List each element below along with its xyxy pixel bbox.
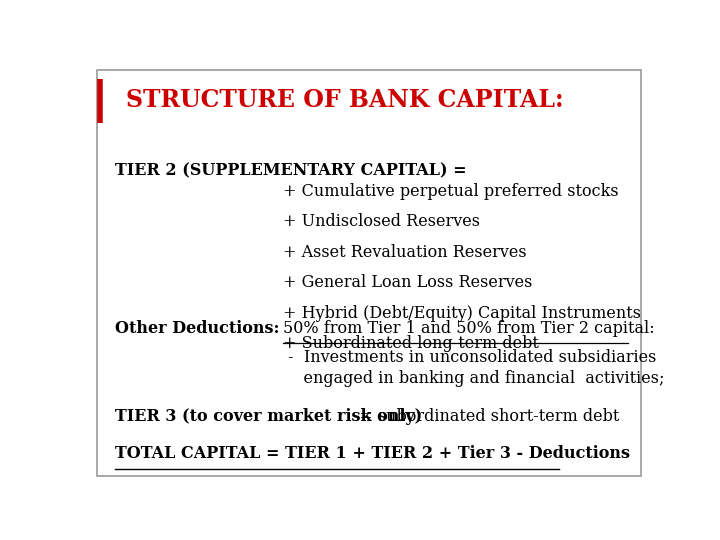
Text: + Subordinated long-term debt: + Subordinated long-term debt xyxy=(282,335,539,352)
Text: TIER 2 (SUPPLEMENTARY CAPITAL) =: TIER 2 (SUPPLEMENTARY CAPITAL) = xyxy=(115,163,467,179)
Text: -  Investments in unconsolidated subsidiaries: - Investments in unconsolidated subsidia… xyxy=(282,349,656,367)
Text: + Hybrid (Debt/Equity) Capital Instruments: + Hybrid (Debt/Equity) Capital Instrumen… xyxy=(282,305,641,321)
Text: + Cumulative perpetual preferred stocks: + Cumulative perpetual preferred stocks xyxy=(282,183,618,200)
Text: TOTAL CAPITAL = TIER 1 + TIER 2 + Tier 3 - Deductions: TOTAL CAPITAL = TIER 1 + TIER 2 + Tier 3… xyxy=(115,445,630,462)
Text: + General Loan Loss Reserves: + General Loan Loss Reserves xyxy=(282,274,532,291)
Text: 50% from Tier 1 and 50% from Tier 2 capital:: 50% from Tier 1 and 50% from Tier 2 capi… xyxy=(282,320,654,338)
Text: TIER 3 (to cover market risk only): TIER 3 (to cover market risk only) xyxy=(115,408,422,424)
Text: + Undisclosed Reserves: + Undisclosed Reserves xyxy=(282,213,480,231)
Text: = subordinated short-term debt: = subordinated short-term debt xyxy=(349,408,620,424)
Text: + Asset Revaluation Reserves: + Asset Revaluation Reserves xyxy=(282,244,526,261)
Text: STRUCTURE OF BANK CAPITAL:: STRUCTURE OF BANK CAPITAL: xyxy=(126,88,564,112)
Text: Other Deductions:: Other Deductions: xyxy=(115,320,279,338)
Text: engaged in banking and financial  activities;: engaged in banking and financial activit… xyxy=(282,370,664,387)
